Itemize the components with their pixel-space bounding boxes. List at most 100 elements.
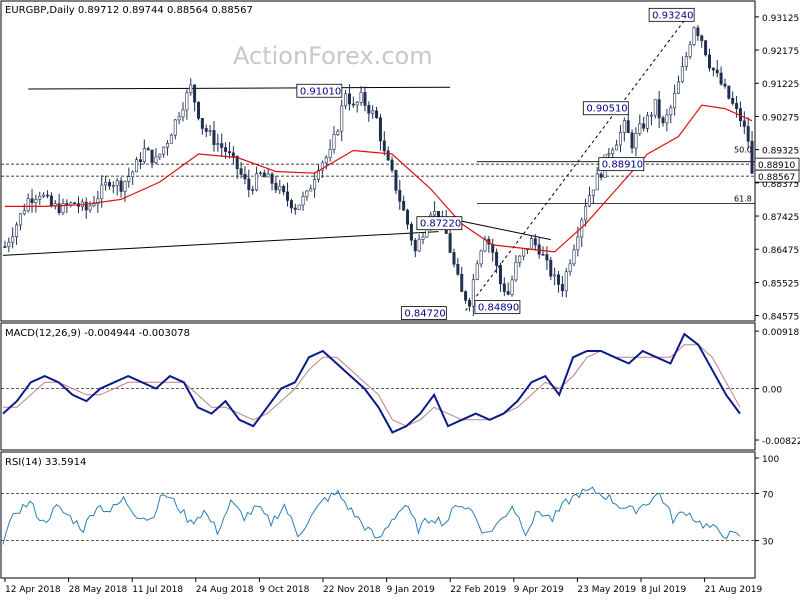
candle-body: [127, 176, 131, 182]
candle-body: [669, 107, 673, 116]
candle-body: [746, 126, 750, 142]
candle-body: [196, 101, 200, 119]
price-annotation-label: 0.84720: [404, 309, 445, 320]
candle-body: [495, 252, 499, 266]
candle-body: [735, 103, 739, 109]
candle-body: [607, 153, 611, 156]
candle-body: [591, 189, 595, 196]
candle-body: [189, 84, 193, 94]
candle-body: [553, 274, 557, 277]
candle-body: [626, 120, 630, 134]
time-tick-label: 22 Feb 2019: [450, 585, 506, 595]
candle-body: [657, 99, 661, 119]
macd-tick-label: 0.009181: [762, 328, 800, 338]
watermark: ActionForex.com: [233, 42, 433, 70]
candle-body: [289, 200, 293, 209]
candle-body: [38, 195, 42, 200]
candle-body: [692, 27, 696, 46]
candle-body: [351, 103, 355, 106]
candle-body: [158, 153, 162, 158]
candle-body: [282, 185, 286, 193]
candle-body: [243, 174, 247, 180]
candle-body: [11, 236, 15, 243]
candle-body: [49, 195, 53, 207]
time-axis: 12 Apr 2018 28 May 2018 11 Jul 2018 24 Aug …: [4, 578, 763, 595]
time-tick-label: 11 Jul 2018: [132, 585, 183, 595]
candle-body: [301, 196, 305, 206]
candle-body: [684, 56, 688, 67]
candle-body: [696, 27, 700, 37]
price-tick-label: 0.88375: [762, 180, 799, 190]
candle-body: [560, 284, 564, 292]
candle-body: [286, 191, 290, 201]
time-tick-label: 9 Apr 2019: [514, 585, 564, 595]
candle-body: [506, 291, 510, 295]
candle-body: [173, 119, 177, 136]
candle-body: [123, 181, 127, 192]
candle-body: [433, 211, 437, 216]
price-tick-label: 0.89325: [762, 147, 799, 157]
price-annotation-label: 0.93240: [652, 10, 693, 21]
candle-body: [22, 210, 26, 215]
resistance-trendline: [28, 86, 451, 90]
candle-body: [18, 213, 22, 226]
price-tick-label: 0.92175: [762, 47, 799, 57]
candle-body: [611, 149, 615, 155]
candle-body: [479, 250, 483, 265]
candle-body: [409, 224, 413, 241]
price-annotation-box: [296, 83, 343, 98]
candle-body: [200, 118, 204, 129]
rsi-tick-label: 100: [762, 455, 779, 465]
rsi-tick-label: 70: [762, 490, 774, 500]
candle-body: [138, 159, 142, 163]
candle-body: [293, 207, 297, 210]
price-axis: 0.93125 0.92175 0.91225 0.90275 0.89325 0.883…: [755, 14, 799, 323]
candle-body: [661, 117, 665, 124]
fibonacci-label: 50.0: [734, 146, 752, 155]
candle-body: [266, 173, 270, 178]
candle-body: [646, 115, 650, 129]
candle-body: [344, 93, 348, 107]
candle-body: [406, 209, 410, 225]
candle-body: [309, 188, 313, 192]
fibonacci-label: 61.8: [734, 195, 752, 204]
candle-body: [557, 274, 561, 285]
candle-body: [135, 159, 139, 173]
trendlines: [1, 12, 755, 311]
rsi-panel-frame: [0, 451, 756, 579]
candle-body: [680, 66, 684, 83]
price-annotation-box: [648, 7, 695, 22]
candle-body: [107, 182, 111, 187]
price-tag-label: 0.88910: [758, 161, 795, 171]
candle-body: [711, 67, 715, 71]
candle-body: [599, 173, 603, 178]
macd-main-line: [2, 332, 741, 434]
candle-body: [320, 162, 324, 171]
candle-body: [297, 204, 301, 210]
rsi-indicator: 100 70 30: [1, 455, 779, 548]
candle-body: [704, 40, 708, 56]
candle-body: [111, 185, 115, 187]
moving-average: [4, 104, 753, 253]
price-annotation-box: [582, 101, 629, 116]
candle-body: [413, 239, 417, 252]
candle-body: [224, 147, 228, 152]
candle-body: [634, 133, 638, 149]
price-tick-label: 0.85525: [762, 279, 799, 289]
candle-body: [618, 131, 622, 146]
candle-body: [471, 279, 475, 307]
candle-body: [677, 81, 681, 94]
candle-body: [181, 109, 185, 118]
moving-average-line: [4, 104, 753, 253]
price-tag-box: [754, 169, 800, 183]
candle-body: [42, 194, 46, 197]
price-tick-label: 0.93125: [762, 14, 799, 24]
candle-body: [719, 72, 723, 85]
candle-body: [92, 203, 96, 207]
candle-body: [185, 92, 189, 111]
time-tick-label: 9 Jan 2019: [387, 585, 435, 595]
candle-body: [274, 183, 278, 191]
time-tick-label: 9 Oct 2018: [259, 585, 309, 595]
candle-body: [169, 134, 173, 144]
price-tick-label: 0.86475: [762, 246, 799, 256]
